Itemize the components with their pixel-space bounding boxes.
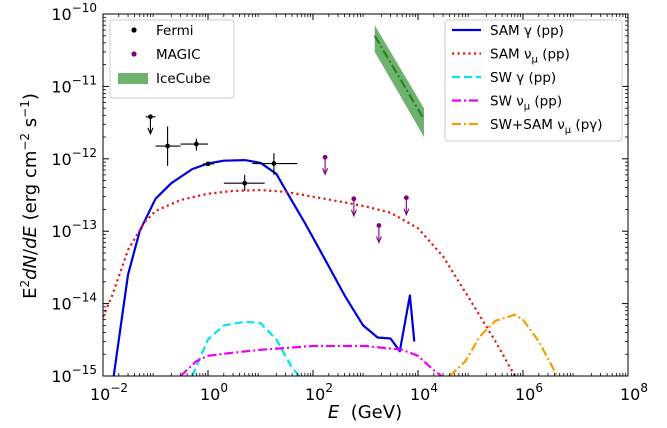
y-tick-label-4: 10−11 (51, 73, 97, 96)
magic-point-3 (403, 195, 410, 217)
legend-right-entry-4: SW+SAM νμ (pγ) (452, 117, 603, 136)
magic-upper-limit-arrow (403, 197, 410, 217)
legend-left-entry-1: MAGIC (131, 47, 201, 63)
icecube-band-layer (373, 25, 425, 138)
y-tick-label-5: 10−10 (51, 1, 97, 24)
svg-text:IceCube: IceCube (156, 71, 211, 87)
fermi-point-1 (155, 126, 181, 166)
legend-observations: Fermi MAGIC IceCube (109, 19, 235, 99)
series-line-1 (103, 189, 516, 376)
x-tick-label-0: 10−2 (90, 381, 128, 404)
model-curves (103, 159, 559, 376)
legend-right-entry-0: SAM γ (pp) (452, 23, 564, 39)
series-line-2 (191, 320, 301, 376)
svg-text:SAM νμ (pp): SAM νμ (pp) (490, 47, 570, 66)
y-axis-label: E2dN/dE (erg cm−2 s−1) (18, 93, 41, 299)
legend-right-entry-2: SW γ (pp) (452, 70, 556, 86)
y-tick-label-2: 10−13 (51, 218, 97, 241)
data-points (145, 114, 410, 244)
icecube-band (374, 25, 424, 138)
fermi-point-5 (252, 153, 298, 175)
svg-text:SW γ (pp): SW γ (pp) (490, 70, 556, 86)
series-line-0 (112, 159, 416, 376)
svg-text:SW+SAM νμ (pγ): SW+SAM νμ (pγ) (490, 117, 603, 136)
legend-right-entry-3: SW νμ (pp) (452, 94, 562, 113)
y-tick-label-0: 10−15 (51, 363, 97, 386)
fermi-upper-limit-arrow (147, 116, 154, 136)
svg-text:MAGIC: MAGIC (156, 47, 201, 63)
series-line-4 (448, 313, 559, 376)
svg-text:Fermi: Fermi (156, 23, 194, 39)
x-tick-label-5: 108 (620, 381, 648, 404)
svg-text:SW νμ (pp): SW νμ (pp) (490, 94, 562, 113)
magic-upper-limit-arrow (375, 225, 382, 244)
magic-point-1 (350, 196, 357, 218)
magic-point-2 (375, 223, 382, 244)
x-tick-label-1: 100 (200, 381, 228, 404)
y-tick-label-1: 10−14 (51, 291, 97, 314)
x-tick-label-2: 102 (305, 381, 333, 404)
fermi-point-3 (202, 161, 214, 167)
legend-left-entry-2: IceCube (118, 71, 211, 87)
icecube-center-line (373, 35, 425, 120)
legend-right-entry-1: SAM νμ (pp) (452, 47, 570, 66)
x-tick-label-4: 106 (515, 381, 543, 404)
legend-models: SAM γ (pp) SAM νμ (pp) SW γ (pp) SW νμ (pp)… (444, 19, 623, 142)
magic-upper-limit-arrow (350, 198, 357, 218)
legend-right-box (444, 19, 623, 142)
fermi-point-0 (145, 114, 156, 136)
axes: 10−2 100 102 104 106 108 10−15 10−14 10−13 10−12 1… (51, 1, 648, 404)
magic-upper-limit-arrow (322, 157, 329, 176)
svg-text:SAM γ (pp): SAM γ (pp) (490, 23, 564, 39)
plot-frame (102, 13, 629, 377)
series-line-3 (179, 344, 443, 376)
fermi-point-2 (180, 138, 208, 151)
magic-point-0 (322, 154, 329, 176)
x-tick-label-3: 104 (410, 381, 438, 404)
x-axis-label: E (GeV) (328, 402, 402, 423)
fermi-point-4 (223, 174, 265, 191)
legend-left-entry-0: Fermi (131, 23, 194, 39)
y-tick-label-3: 10−12 (51, 146, 97, 169)
